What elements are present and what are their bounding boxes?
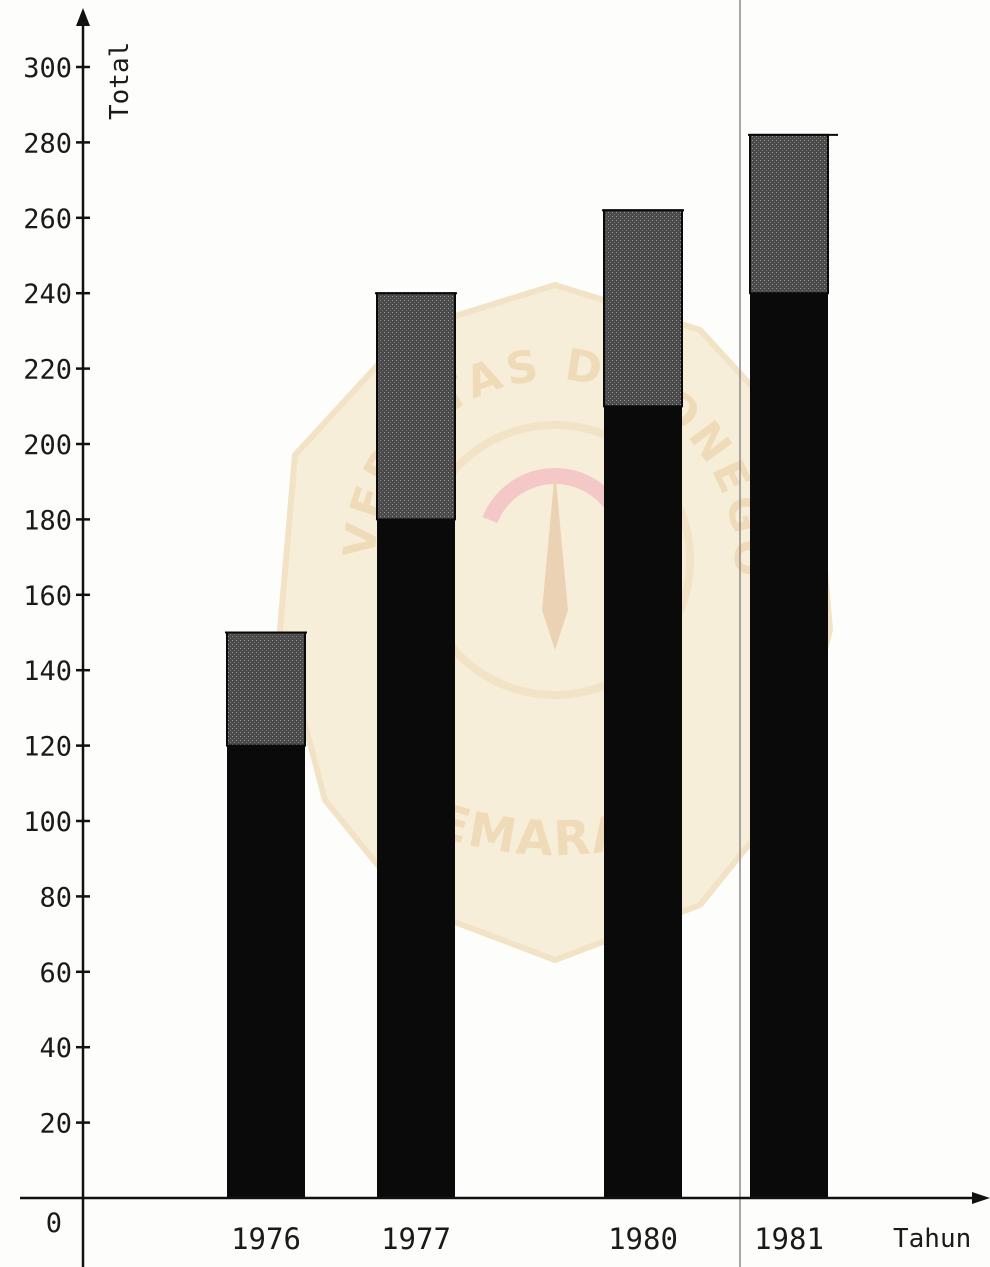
bar-1977-segment-2 [376, 292, 456, 521]
x-tick-label-1981: 1981 [754, 1222, 824, 1256]
y-tick-label: 120 [23, 732, 72, 763]
y-tick-label: 260 [23, 204, 72, 235]
y-tick-label: 140 [23, 656, 72, 687]
y-tick-label: 80 [39, 882, 72, 913]
x-axis-title: Tahun [893, 1224, 971, 1254]
bar-1981-segment-1 [750, 293, 828, 1198]
x-axis [20, 1192, 990, 1204]
y-tick-label: 20 [39, 1109, 72, 1140]
bar-1980-segment-2 [603, 209, 683, 408]
bar-1981-segment-2 [749, 133, 829, 295]
y-tick-label: 220 [23, 355, 72, 386]
bar-1980-segment-1 [604, 406, 682, 1198]
y-tick-label: 240 [23, 279, 72, 310]
x-tick-label-group: 1976 1977 1980 1981 [231, 1222, 824, 1256]
y-tick-label: 160 [23, 581, 72, 612]
y-axis-arrow-icon [76, 8, 90, 26]
y-axis [76, 8, 90, 1267]
x-tick-label-1980: 1980 [608, 1222, 678, 1256]
x-tick-label-1977: 1977 [381, 1222, 451, 1256]
y-tick-label: 60 [39, 958, 72, 989]
y-tick-label: 300 [23, 53, 72, 84]
x-tick-label-1976: 1976 [231, 1222, 301, 1256]
y-tick-label: 200 [23, 430, 72, 461]
y-tick-label: 280 [23, 128, 72, 159]
bar-1977-segment-1 [377, 519, 455, 1198]
y-tick-group: 0 20 40 60 80 100 120 140 160 180 200 220 240 260 280 3… [23, 53, 90, 1239]
bars-group [225, 133, 838, 1198]
y-axis-title: Total [105, 42, 135, 120]
y-tick-label: 0 [46, 1208, 62, 1239]
y-tick-label: 40 [39, 1033, 72, 1064]
y-tick-label: 180 [23, 505, 72, 536]
y-tick-label: 100 [23, 807, 72, 838]
bar-1976-segment-2 [226, 631, 306, 747]
bar-1976-segment-1 [227, 745, 305, 1198]
seal-dagger-icon [542, 470, 568, 650]
x-axis-arrow-icon [972, 1192, 990, 1204]
